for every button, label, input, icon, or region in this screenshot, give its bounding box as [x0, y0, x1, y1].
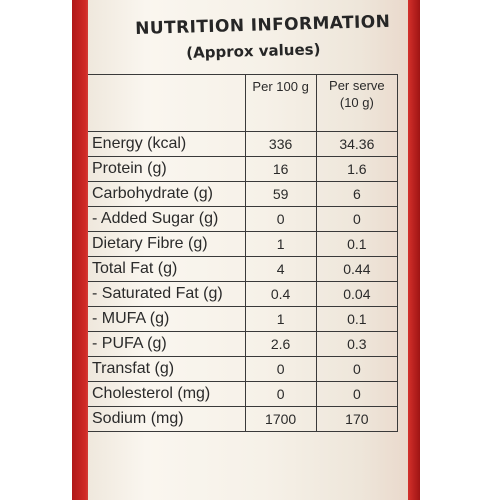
- value-per-100g: 0: [244, 356, 317, 382]
- value-per-serve: 0.3: [315, 331, 399, 357]
- table-header-row: Per 100 g Per serve (10 g): [88, 74, 399, 132]
- header-per-serve-label: Per serve: [329, 78, 385, 93]
- table-row: Cholesterol (mg) 0 0: [88, 381, 399, 407]
- nutrient-name: - Saturated Fat (g): [88, 281, 246, 307]
- value-per-serve: 0.04: [315, 281, 399, 307]
- value-per-100g: 1: [244, 231, 317, 257]
- header-per-100g: Per 100 g: [244, 74, 317, 132]
- nutrition-table: Per 100 g Per serve (10 g) Energy (kcal)…: [88, 74, 399, 432]
- nutrient-name: - PUFA (g): [88, 331, 246, 357]
- value-per-serve: 0: [315, 381, 399, 407]
- table-row: - MUFA (g) 1 0.1: [88, 306, 399, 332]
- nutrient-name: Transfat (g): [88, 356, 246, 382]
- nutrient-name: Total Fat (g): [88, 256, 246, 282]
- header-per-serve: Per serve (10 g): [315, 74, 399, 132]
- nutrient-name: Protein (g): [88, 156, 246, 182]
- nutrient-name: Dietary Fibre (g): [88, 231, 246, 257]
- value-per-serve: 1.6: [315, 156, 399, 182]
- value-per-100g: 0: [244, 381, 317, 407]
- nutrient-name: - Added Sugar (g): [88, 206, 246, 232]
- value-per-serve: 0: [315, 206, 399, 232]
- table-row: Energy (kcal) 336 34.36: [88, 131, 399, 157]
- table-row: - PUFA (g) 2.6 0.3: [88, 331, 399, 357]
- value-per-serve: 6: [315, 181, 399, 207]
- value-per-100g: 0.4: [244, 281, 317, 307]
- table-row: Dietary Fibre (g) 1 0.1: [88, 231, 399, 257]
- table-row: Carbohydrate (g) 59 6: [88, 181, 399, 207]
- value-per-serve: 0.1: [315, 306, 399, 332]
- table-row: Transfat (g) 0 0: [88, 356, 399, 382]
- value-per-serve: 0.1: [315, 231, 399, 257]
- table-row: - Added Sugar (g) 0 0: [88, 206, 399, 232]
- value-per-100g: 2.6: [244, 331, 317, 357]
- value-per-100g: 59: [244, 181, 317, 207]
- value-per-serve: 170: [315, 406, 399, 432]
- header-serve-size: (10 g): [339, 95, 374, 110]
- table-row: Sodium (mg) 1700 170: [88, 406, 399, 432]
- table-row: Protein (g) 16 1.6: [88, 156, 399, 182]
- value-per-100g: 16: [244, 156, 317, 182]
- table-row: Total Fat (g) 4 0.44: [88, 256, 399, 282]
- label-subtitle: (Approx values): [186, 40, 321, 62]
- value-per-100g: 1: [244, 306, 317, 332]
- value-per-serve: 0.44: [315, 256, 399, 282]
- nutrient-name: Cholesterol (mg): [88, 381, 246, 407]
- value-per-100g: 336: [244, 131, 317, 157]
- nutrient-name: Carbohydrate (g): [88, 181, 246, 207]
- header-nutrient-cell: [88, 74, 246, 132]
- value-per-serve: 0: [315, 356, 399, 382]
- nutrient-name: - MUFA (g): [88, 306, 246, 332]
- value-per-serve: 34.36: [315, 131, 399, 157]
- nutrient-name: Energy (kcal): [88, 131, 246, 157]
- value-per-100g: 0: [244, 206, 317, 232]
- table-row: - Saturated Fat (g) 0.4 0.04: [88, 281, 399, 307]
- nutrient-name: Sodium (mg): [88, 406, 246, 432]
- value-per-100g: 1700: [244, 406, 317, 432]
- value-per-100g: 4: [244, 256, 317, 282]
